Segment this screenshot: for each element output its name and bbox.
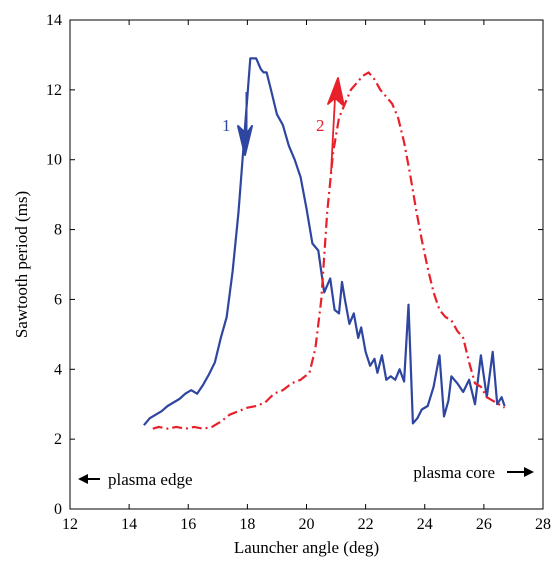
- x-tick-label: 12: [62, 516, 78, 533]
- y-tick-label: 0: [54, 501, 62, 518]
- y-tick-label: 14: [46, 12, 62, 29]
- y-tick-label: 2: [54, 431, 62, 448]
- y-tick-label: 6: [54, 291, 62, 308]
- y-tick-label: 10: [46, 152, 62, 169]
- series-1-number: 1: [222, 116, 231, 135]
- x-tick-label: 16: [180, 516, 196, 533]
- plasma-core-label: plasma core: [413, 463, 495, 482]
- series-2-line: [152, 71, 506, 430]
- x-tick-label: 20: [299, 516, 315, 533]
- x-tick-label: 18: [239, 516, 255, 533]
- x-tick-label: 14: [121, 516, 137, 533]
- series-layer: [143, 57, 506, 430]
- plasma-core-annotation: plasma core: [413, 463, 534, 482]
- series-1-line: [143, 57, 506, 426]
- x-tick-label: 24: [417, 516, 433, 533]
- y-axis-label: Sawtooth period (ms): [12, 191, 31, 338]
- plot-frame: [69, 19, 544, 510]
- plasma-edge-label: plasma edge: [108, 470, 193, 489]
- y-tick-label: 8: [54, 222, 62, 239]
- y-tick-label: 12: [46, 82, 62, 99]
- up-arrow-icon: [327, 77, 345, 174]
- series-2-marker: 2: [316, 77, 345, 174]
- x-tick-label: 22: [358, 516, 374, 533]
- down-arrow-icon: [237, 92, 253, 156]
- x-tick-label: 28: [535, 516, 551, 533]
- x-axis-label: Launcher angle (deg): [234, 538, 379, 557]
- series-2-number: 2: [316, 116, 325, 135]
- series-1-marker: 1: [222, 92, 253, 156]
- plasma-edge-annotation: plasma edge: [78, 470, 193, 489]
- x-tick-label: 26: [476, 516, 492, 533]
- y-tick-label: 4: [54, 361, 62, 378]
